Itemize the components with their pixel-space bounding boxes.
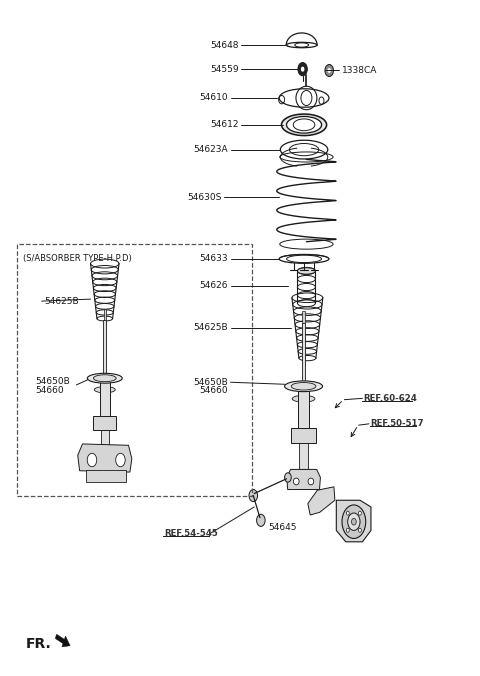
Circle shape	[87, 454, 96, 466]
Text: (S/ABSORBER TYPE-H.P.D): (S/ABSORBER TYPE-H.P.D)	[23, 254, 132, 263]
Text: 54648: 54648	[210, 41, 239, 49]
Circle shape	[325, 64, 334, 76]
Text: 54650B: 54650B	[35, 377, 70, 386]
Circle shape	[342, 505, 366, 539]
Ellipse shape	[109, 463, 114, 469]
Text: 54625B: 54625B	[44, 297, 79, 306]
Text: REF.54-545: REF.54-545	[164, 529, 218, 538]
Text: 54623A: 54623A	[193, 145, 228, 154]
Polygon shape	[308, 487, 335, 515]
Text: REF.60-624: REF.60-624	[363, 394, 417, 403]
Bar	[103, 320, 106, 375]
Polygon shape	[89, 455, 120, 473]
Polygon shape	[336, 500, 371, 542]
Polygon shape	[78, 444, 132, 472]
Circle shape	[257, 514, 265, 527]
Text: 1338CA: 1338CA	[342, 66, 377, 75]
Bar	[104, 308, 106, 320]
Circle shape	[249, 489, 258, 502]
Bar	[101, 430, 108, 455]
Circle shape	[116, 454, 125, 466]
Text: 54612: 54612	[210, 120, 239, 129]
Bar	[299, 386, 309, 428]
Ellipse shape	[94, 375, 116, 382]
Circle shape	[351, 518, 356, 525]
Text: 54660: 54660	[35, 386, 64, 395]
Ellipse shape	[285, 381, 323, 391]
Polygon shape	[287, 469, 321, 489]
Ellipse shape	[298, 268, 315, 274]
Ellipse shape	[94, 387, 115, 393]
Ellipse shape	[292, 395, 315, 402]
Bar	[17, 244, 252, 496]
Text: 54633: 54633	[200, 254, 228, 264]
Ellipse shape	[293, 478, 299, 485]
Ellipse shape	[87, 373, 122, 383]
Bar	[300, 443, 308, 469]
Circle shape	[347, 528, 349, 532]
FancyArrow shape	[55, 634, 70, 647]
Text: 54650B: 54650B	[193, 378, 228, 387]
Text: REF.50-517: REF.50-517	[371, 419, 424, 429]
Bar	[302, 322, 305, 383]
Circle shape	[298, 62, 307, 76]
Ellipse shape	[308, 478, 314, 485]
Ellipse shape	[291, 383, 316, 390]
Text: 54630S: 54630S	[188, 193, 222, 201]
Ellipse shape	[96, 463, 101, 469]
Circle shape	[301, 67, 304, 72]
Bar	[302, 310, 305, 322]
Bar	[86, 470, 126, 482]
Text: 54645: 54645	[268, 523, 297, 531]
Circle shape	[285, 473, 291, 482]
Circle shape	[348, 513, 360, 531]
Bar	[100, 379, 109, 416]
Text: FR.: FR.	[25, 637, 51, 652]
Text: 54559: 54559	[210, 65, 239, 74]
Circle shape	[327, 68, 331, 73]
Circle shape	[359, 528, 361, 532]
Bar	[94, 416, 116, 430]
Text: 54660: 54660	[200, 387, 228, 395]
Circle shape	[359, 511, 361, 515]
Circle shape	[347, 511, 349, 515]
Text: 54610: 54610	[200, 93, 228, 103]
Text: 54625B: 54625B	[193, 323, 228, 333]
Bar	[291, 428, 316, 443]
Text: 54626: 54626	[200, 281, 228, 290]
